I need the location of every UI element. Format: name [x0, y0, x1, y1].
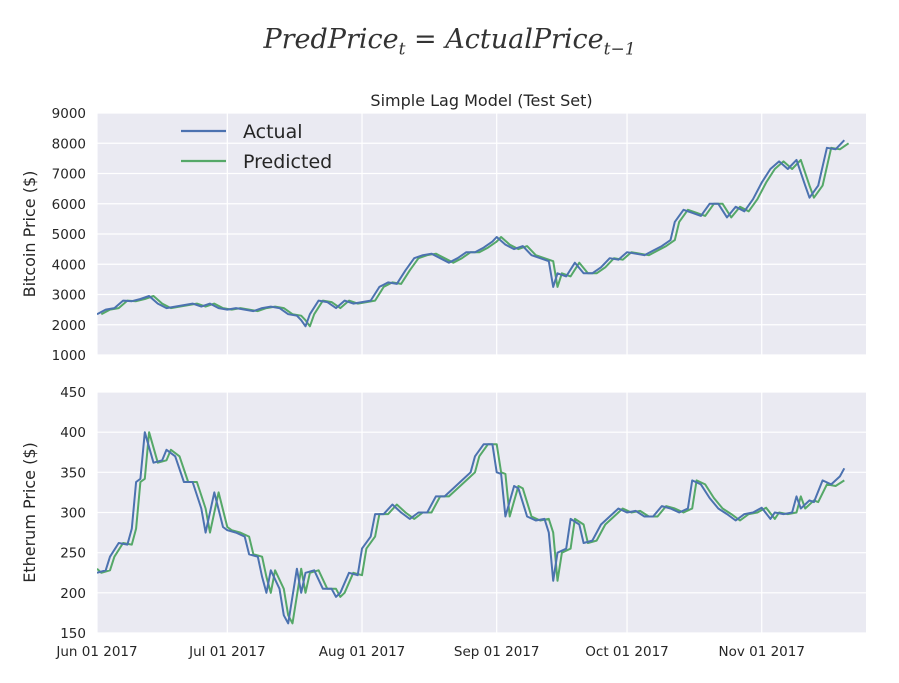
chart-title: Simple Lag Model (Test Set) [370, 91, 592, 110]
formula-lhs-subscript: t [398, 39, 406, 60]
x-tick-label: Jun 01 2017 [55, 644, 137, 660]
formula-equals: = [405, 24, 446, 55]
formula-lhs: PredPrice [263, 24, 399, 55]
formula-heading: PredPricet = ActualPricet−1 [0, 24, 899, 59]
y-tick-label: 4000 [52, 257, 86, 273]
y-tick-label: 2000 [52, 318, 86, 334]
y-tick-label: 450 [60, 385, 86, 401]
x-tick-label: Nov 01 2017 [718, 644, 804, 660]
y-axis-label: Bitcoin Price ($) [20, 171, 39, 298]
x-tick-label: Aug 01 2017 [319, 644, 405, 660]
y-tick-label: 200 [60, 586, 86, 602]
y-tick-label: 400 [60, 425, 86, 441]
y-tick-label: 7000 [52, 167, 86, 183]
y-tick-label: 6000 [52, 197, 86, 213]
y-tick-label: 300 [60, 506, 86, 522]
series-line-predicted [97, 431, 845, 625]
y-tick-label: 8000 [52, 136, 86, 152]
y-tick-label: 9000 [52, 106, 86, 122]
y-tick-label: 1000 [52, 348, 86, 364]
chart-panel-2: 150 200 250 300 350 400 450 Jun 01 2017 Jul 01 2… [20, 385, 866, 660]
chart-panel-1: 1000 2000 3000 4000 5000 6000 7000 8000 9000 Bitc… [20, 91, 866, 364]
series-line-actual [97, 139, 846, 328]
y-tick-label: 5000 [52, 227, 86, 243]
y-axis-label: Etherum Price ($) [20, 442, 39, 583]
formula-rhs-subscript: t−1 [603, 39, 636, 60]
y-tick-label: 3000 [52, 288, 86, 304]
x-tick-label: Jul 01 2017 [188, 644, 265, 660]
legend-label-predicted: Predicted [243, 151, 332, 173]
legend-label-actual: Actual [243, 121, 303, 143]
series-line-actual [97, 431, 846, 625]
y-tick-label: 350 [60, 465, 86, 481]
formula-rhs: ActualPrice [445, 24, 604, 55]
x-tick-label: Sep 01 2017 [454, 644, 540, 660]
legend: Actual Predicted [181, 121, 332, 173]
y-tick-label: 250 [60, 546, 86, 562]
y-tick-label: 150 [60, 626, 86, 642]
x-tick-label: Oct 01 2017 [585, 644, 668, 660]
